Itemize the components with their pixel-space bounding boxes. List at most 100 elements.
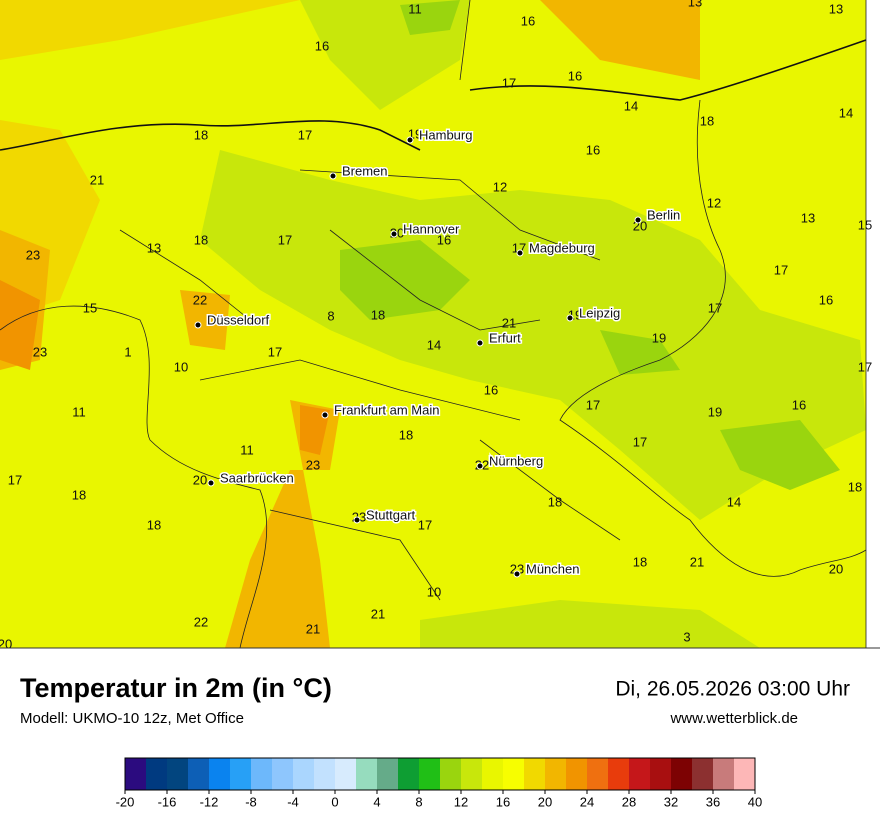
- title: Temperatur in 2m (in °C): [20, 673, 332, 703]
- colorbar-frame: [124, 757, 756, 791]
- colorbar-swatch: [419, 758, 441, 790]
- colorbar-swatch: [545, 758, 567, 790]
- temperature-label: 23: [510, 561, 524, 576]
- temperature-label: 18: [633, 554, 647, 569]
- temperature-label: 15: [83, 300, 97, 315]
- temperature-label: 17: [774, 262, 788, 277]
- cool-area: [340, 0, 840, 490]
- temperature-label: 12: [707, 195, 721, 210]
- website: www.wetterblick.de: [669, 710, 798, 727]
- city-dot: [194, 321, 202, 329]
- colorbar-tick-label: 36: [706, 794, 720, 809]
- temperature-label: 17: [298, 127, 312, 142]
- temperature-label: 22: [194, 614, 208, 629]
- warm-area: [0, 0, 700, 648]
- temperature-label: 17: [8, 472, 22, 487]
- colorbar-swatch: [608, 758, 630, 790]
- colorbar-swatch: [692, 758, 714, 790]
- temperature-label: 21: [502, 315, 516, 330]
- temperature-label: 20: [193, 472, 207, 487]
- temperature-label: 13: [829, 1, 843, 16]
- colorbar-swatch: [503, 758, 525, 790]
- temperature-label: 17: [586, 397, 600, 412]
- datetime: Di, 26.05.2026 03:00 Uhr: [615, 678, 850, 701]
- city-name: Hamburg: [419, 127, 472, 142]
- colorbar-swatch: [377, 758, 399, 790]
- coastline: [0, 39, 867, 151]
- temperature-label: 16: [521, 13, 535, 28]
- temperature-label: 11: [72, 404, 86, 419]
- city-dot: [329, 172, 337, 180]
- temperature-label: 17: [268, 344, 282, 359]
- city-name: Erfurt: [489, 330, 521, 345]
- colorbar-tick-label: 12: [454, 794, 468, 809]
- temperature-label: 14: [839, 105, 853, 120]
- temperature-label: 18: [194, 127, 208, 142]
- temperature-label: 10: [427, 584, 441, 599]
- city-dot: [207, 479, 215, 487]
- temperature-label: 13: [801, 210, 815, 225]
- city-name: Düsseldorf: [207, 312, 270, 327]
- city-dot: [321, 411, 329, 419]
- temperature-label: 18: [371, 307, 385, 322]
- colorbar-tick-label: 20: [538, 794, 552, 809]
- colorbar-swatch: [146, 758, 168, 790]
- temperature-label: 18: [194, 232, 208, 247]
- temperature-label: 20: [0, 636, 12, 651]
- city-dot: [476, 339, 484, 347]
- city-dot: [516, 249, 524, 257]
- temperature-label: 23: [306, 457, 320, 472]
- temperature-label: 21: [371, 606, 385, 621]
- colorbar-tick-label: 24: [580, 794, 594, 809]
- temperature-label: 21: [90, 172, 104, 187]
- state-border: [119, 169, 621, 601]
- colorbar-swatch: [314, 758, 336, 790]
- colorbar-tick-label: -8: [245, 794, 257, 809]
- colorbar-tick-label: 16: [496, 794, 510, 809]
- colorbar-swatch: [272, 758, 294, 790]
- temperature-label: 14: [624, 98, 638, 113]
- city-name: Magdeburg: [529, 240, 595, 255]
- colorbar-tick-label: 0: [331, 794, 338, 809]
- temperature-label: 18: [72, 487, 86, 502]
- map: 11 16 13 13 16 17 16 14 14 18 18 17 19 16 21 12 12 13 15 23…: [0, 0, 872, 651]
- temperature-label: 21: [690, 554, 704, 569]
- temperature-label: 17: [502, 75, 516, 90]
- colorbar-swatch: [188, 758, 210, 790]
- city-dot: [406, 136, 414, 144]
- city-name: Nürnberg: [489, 453, 543, 468]
- temperature-label: 12: [493, 179, 507, 194]
- temperature-label: 18: [548, 494, 562, 509]
- city-name: Hannover: [403, 221, 460, 236]
- colorbar-swatch: [335, 758, 357, 790]
- temperature-label: 20: [829, 561, 843, 576]
- colorbar-tick-label: -16: [158, 794, 177, 809]
- temperature-label: 10: [174, 359, 188, 374]
- city-name: Stuttgart: [366, 507, 416, 522]
- warm-area: [0, 0, 300, 320]
- colorbar-swatch: [167, 758, 189, 790]
- city-name: Frankfurt am Main: [334, 402, 439, 417]
- temperature-label: 16: [568, 68, 582, 83]
- colorbar-swatch: [356, 758, 378, 790]
- colorbar-tick-label: 32: [664, 794, 678, 809]
- temperature-label: 16: [315, 38, 329, 53]
- temperature-label: 13: [147, 240, 161, 255]
- colorbar-swatch: [440, 758, 462, 790]
- colorbar-swatch: [125, 758, 147, 790]
- colorbar-swatch: [398, 758, 420, 790]
- colorbar-swatch: [524, 758, 546, 790]
- temperature-label: 17: [418, 517, 432, 532]
- hot-area: [0, 280, 330, 455]
- temperature-label: 11: [240, 442, 254, 457]
- temperature-label: 17: [633, 434, 647, 449]
- temperature-label: 17: [708, 300, 722, 315]
- temperature-label: 18: [700, 113, 714, 128]
- temperature-label: 19: [708, 404, 722, 419]
- colorbar-tick-label: -12: [200, 794, 219, 809]
- temperature-label: 16: [437, 232, 451, 247]
- colorbar-tick-label: -20: [116, 794, 135, 809]
- city-name: Saarbrücken: [220, 470, 294, 485]
- city-name: Berlin: [647, 207, 680, 222]
